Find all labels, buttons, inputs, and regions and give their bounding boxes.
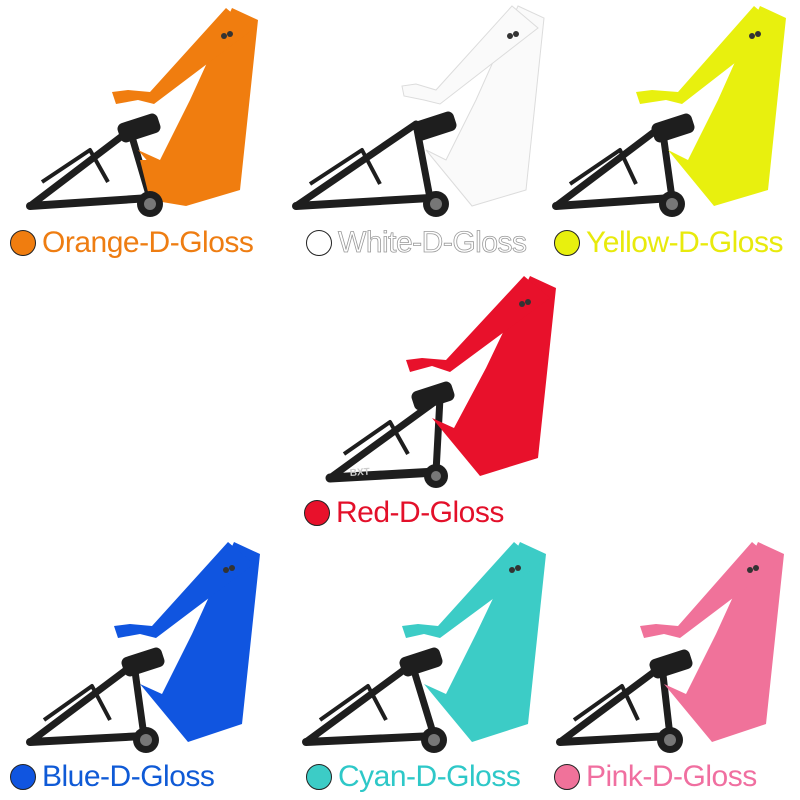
main-triangle bbox=[402, 542, 546, 753]
rear-triangle: BXT bbox=[325, 381, 455, 483]
frame-variant-blue: Blue-D-Gloss bbox=[0, 534, 266, 800]
color-name: Pink-D-Gloss bbox=[586, 760, 757, 793]
color-name: White-D-Gloss bbox=[338, 226, 528, 260]
bike-frame-white bbox=[292, 5, 545, 217]
color-label-yellow: Yellow-D-Gloss bbox=[554, 226, 783, 260]
red-swatch bbox=[304, 500, 330, 526]
bike-frame-orange bbox=[26, 8, 258, 217]
main-triangle bbox=[401, 5, 545, 217]
rear-triangle bbox=[26, 113, 161, 210]
main-triangle bbox=[636, 6, 786, 217]
bike-frame-red: BXT bbox=[325, 276, 556, 488]
color-label-cyan: Cyan-D-Gloss bbox=[306, 760, 521, 794]
frame-variant-pink: Pink-D-Gloss bbox=[532, 534, 798, 800]
main-triangle bbox=[406, 276, 556, 488]
color-label-white: White-D-Gloss bbox=[306, 226, 527, 260]
main-triangle bbox=[114, 542, 260, 753]
color-label-red: Red-D-Gloss bbox=[304, 496, 504, 530]
rear-triangle bbox=[552, 113, 695, 210]
yellow-swatch bbox=[554, 230, 580, 256]
downtube-decal: BXT bbox=[349, 467, 370, 479]
cyan-swatch bbox=[306, 764, 332, 790]
pink-swatch bbox=[554, 764, 580, 790]
frame-variant-cyan: Cyan-D-Gloss bbox=[266, 534, 546, 800]
color-label-pink: Pink-D-Gloss bbox=[554, 760, 757, 794]
bike-frame-cyan bbox=[302, 542, 546, 753]
rear-triangle bbox=[302, 647, 443, 746]
bike-frame-pink bbox=[556, 542, 784, 753]
bike-frame-blue bbox=[26, 542, 260, 753]
color-name: Cyan-D-Gloss bbox=[338, 760, 521, 793]
color-name: Blue-D-Gloss bbox=[42, 760, 215, 793]
frame-variant-yellow: Yellow-D-Gloss bbox=[532, 0, 798, 266]
color-label-orange: Orange-D-Gloss bbox=[10, 226, 254, 260]
rear-triangle bbox=[26, 647, 165, 746]
color-name: Yellow-D-Gloss bbox=[586, 226, 783, 259]
rear-triangle bbox=[292, 111, 457, 210]
orange-swatch bbox=[10, 230, 36, 256]
white-swatch bbox=[306, 230, 332, 256]
frame-variant-red: BXT Red-D-Gloss bbox=[300, 268, 566, 534]
main-triangle bbox=[112, 8, 258, 217]
rear-triangle bbox=[556, 649, 693, 746]
frame-variant-orange: Orange-D-Gloss bbox=[0, 0, 266, 266]
color-name: Orange-D-Gloss bbox=[42, 226, 254, 259]
bike-frame-yellow bbox=[552, 6, 786, 217]
color-name: Red-D-Gloss bbox=[336, 496, 504, 529]
blue-swatch bbox=[10, 764, 36, 790]
main-triangle bbox=[640, 542, 784, 753]
color-label-blue: Blue-D-Gloss bbox=[10, 760, 215, 794]
frame-variant-white: White-D-Gloss bbox=[266, 0, 545, 266]
